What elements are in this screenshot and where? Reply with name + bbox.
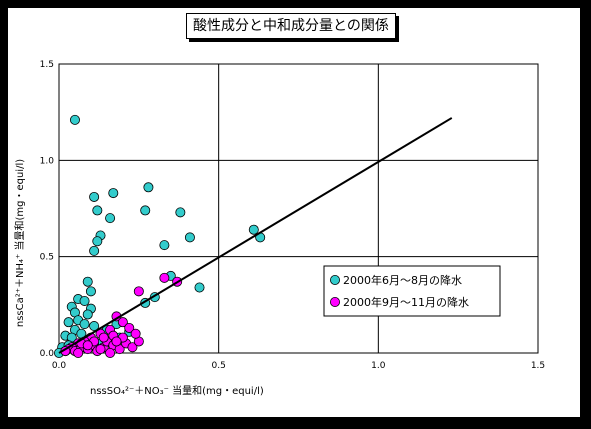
y-axis-label: nssCa²⁺＋NH₄⁺ 当量和(mg・equi/l) [13, 159, 26, 327]
x-tick-label: 0.0 [52, 361, 67, 371]
summer-point [79, 319, 90, 330]
summer-point [85, 286, 96, 297]
legend-marker [329, 274, 340, 285]
regression-line [58, 117, 453, 354]
summer-point [89, 191, 100, 202]
legend-label: 2000年9月～11月の降水 [343, 295, 469, 309]
summer-point [89, 245, 100, 256]
autumn-point [105, 347, 116, 358]
summer-point [248, 224, 259, 235]
summer-point [82, 309, 93, 320]
autumn-point [82, 340, 93, 351]
y-tick-label: 0.5 [40, 253, 54, 263]
x-tick-label: 0.5 [212, 361, 226, 371]
summer-point [108, 188, 119, 199]
summer-point [69, 114, 80, 125]
legend-label: 2000年6月～8月の降水 [343, 273, 462, 287]
summer-point [175, 207, 186, 218]
x-axis-label: nssSO₄²⁻＋NO₃⁻ 当量和(mg・equi/l) [90, 384, 264, 397]
autumn-point [124, 322, 135, 333]
summer-point [194, 282, 205, 293]
summer-point [143, 182, 154, 193]
summer-point [89, 321, 100, 332]
y-tick-label: 1.5 [40, 60, 54, 70]
summer-point [79, 295, 90, 306]
autumn-point [98, 332, 109, 343]
summer-point [92, 236, 103, 247]
grid [59, 64, 538, 353]
summer-point [105, 213, 116, 224]
autumn-point [130, 328, 141, 339]
legend-box [323, 265, 501, 317]
summer-point [92, 205, 103, 216]
autumn-point [73, 347, 84, 358]
autumn-point [159, 272, 170, 283]
legend: 2000年6月～8月の降水 2000年9月～11月の降水 [323, 265, 501, 317]
y-tick-label: 0.0 [40, 349, 55, 359]
x-tick-label: 1.0 [371, 361, 386, 371]
autumn-point [127, 342, 138, 353]
x-tick-label: 1.5 [531, 361, 545, 371]
autumn-point [133, 286, 144, 297]
autumn-point [111, 336, 122, 347]
y-tick-label: 1.0 [40, 156, 55, 166]
summer-point [184, 232, 195, 243]
summer-point [82, 276, 93, 287]
summer-point [140, 205, 151, 216]
autumn-point [95, 344, 106, 355]
legend-marker [329, 296, 340, 307]
summer-point [159, 240, 170, 251]
chart-title: 酸性成分と中和成分量との関係 [186, 13, 396, 39]
autumn-point [117, 317, 128, 328]
summer-point [63, 317, 74, 328]
